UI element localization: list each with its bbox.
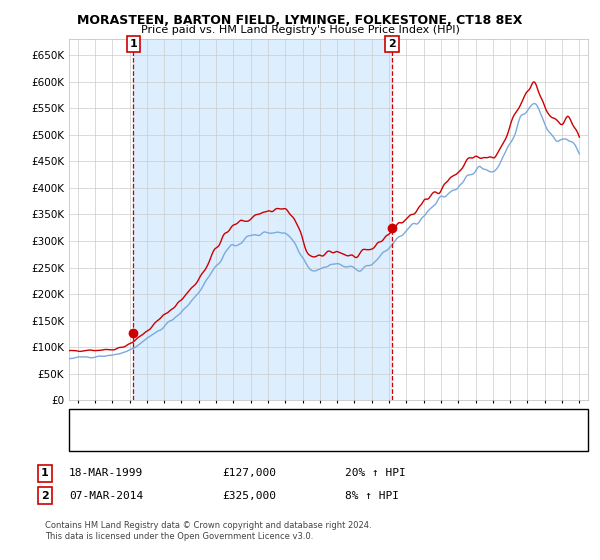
Text: £325,000: £325,000: [222, 491, 276, 501]
Text: Price paid vs. HM Land Registry's House Price Index (HPI): Price paid vs. HM Land Registry's House …: [140, 25, 460, 35]
Text: £127,000: £127,000: [222, 468, 276, 478]
Text: MORASTEEN, BARTON FIELD, LYMINGE, FOLKESTONE, CT18 8EX: MORASTEEN, BARTON FIELD, LYMINGE, FOLKES…: [77, 14, 523, 27]
Text: 1: 1: [130, 39, 137, 49]
Text: 07-MAR-2014: 07-MAR-2014: [69, 491, 143, 501]
Text: MORASTEEN, BARTON FIELD, LYMINGE, FOLKESTONE, CT18 8EX (detached house): MORASTEEN, BARTON FIELD, LYMINGE, FOLKES…: [108, 414, 508, 424]
Text: Contains HM Land Registry data © Crown copyright and database right 2024.: Contains HM Land Registry data © Crown c…: [45, 521, 371, 530]
Text: 8% ↑ HPI: 8% ↑ HPI: [345, 491, 399, 501]
Text: ————: ————: [78, 414, 122, 424]
Text: 20% ↑ HPI: 20% ↑ HPI: [345, 468, 406, 478]
Bar: [133, 39, 392, 400]
Text: 2: 2: [41, 491, 49, 501]
Text: 1: 1: [41, 468, 49, 478]
Text: This data is licensed under the Open Government Licence v3.0.: This data is licensed under the Open Gov…: [45, 532, 313, 541]
Text: HPI: Average price, detached house, Folkestone and Hythe: HPI: Average price, detached house, Folk…: [108, 435, 395, 445]
Text: 2: 2: [388, 39, 396, 49]
Text: 18-MAR-1999: 18-MAR-1999: [69, 468, 143, 478]
Text: ————: ————: [78, 435, 122, 445]
